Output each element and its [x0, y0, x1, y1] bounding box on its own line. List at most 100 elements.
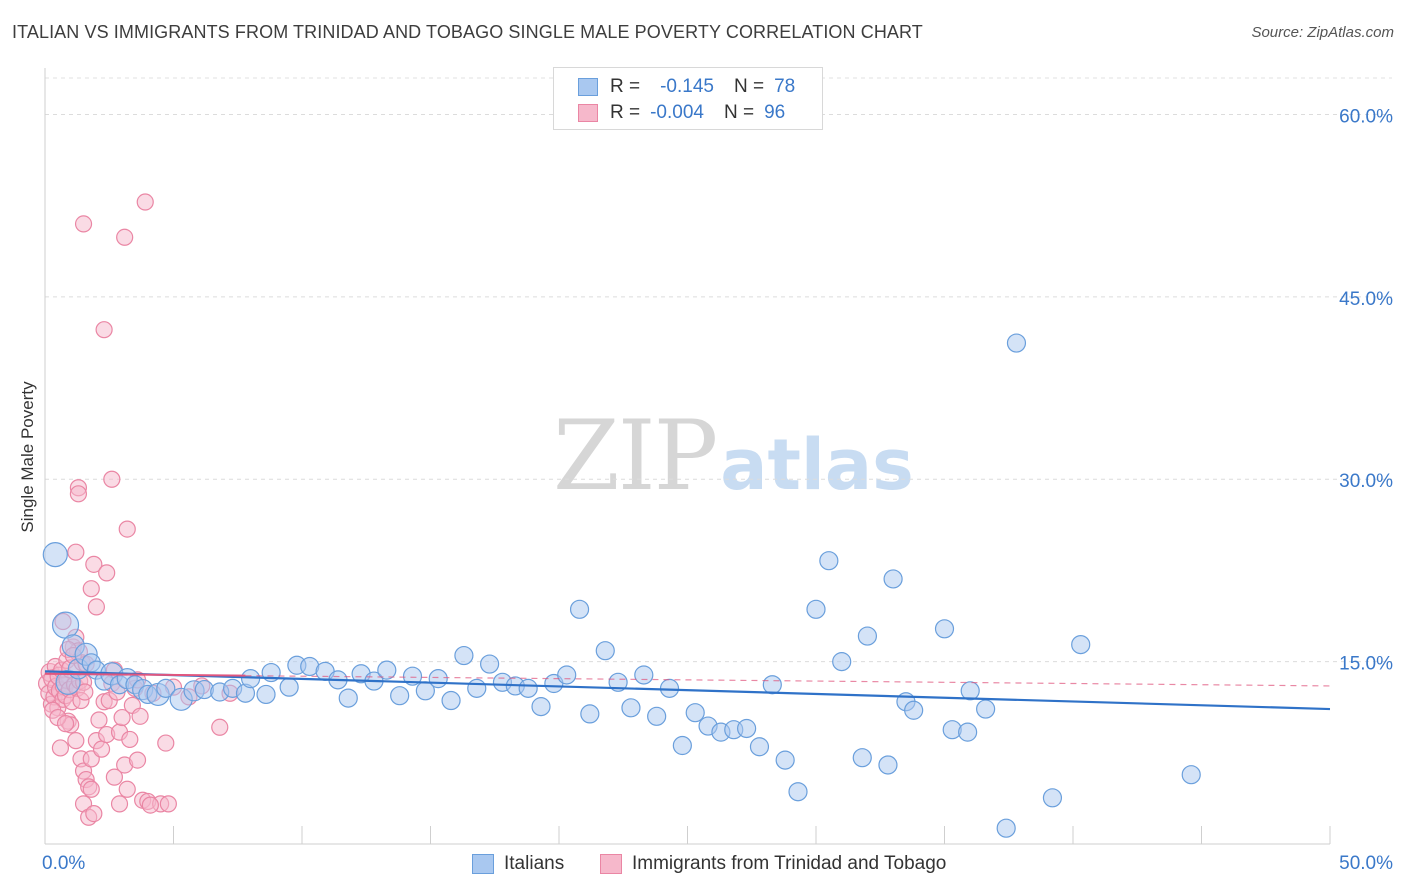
italians-point	[883, 569, 903, 589]
trinidad-point	[103, 470, 121, 488]
trinidad-point	[110, 795, 129, 813]
italians-point	[737, 718, 757, 739]
trinidad-point	[141, 796, 159, 814]
italians-point	[256, 684, 276, 705]
italians-point	[1042, 788, 1063, 808]
italians-trend-line	[44, 670, 1331, 711]
legend-n-label: N =	[723, 102, 755, 123]
legend-row-trinidad: R = -0.004 N = 96	[578, 101, 785, 125]
axes	[44, 68, 1331, 845]
italians-point	[832, 652, 852, 672]
italians-point	[279, 677, 299, 697]
x-tick-label: 0.0%	[42, 853, 85, 874]
y-tick-label: 15.0%	[1339, 654, 1393, 675]
italians-point	[749, 737, 770, 757]
trinidad-point	[211, 718, 229, 736]
italians-point	[531, 697, 551, 717]
trinidad-point	[56, 715, 75, 733]
italians-point	[480, 654, 500, 674]
italians-point	[852, 748, 872, 768]
trinidad-point	[98, 564, 116, 582]
italians-point	[1181, 765, 1201, 785]
trend-lines	[44, 670, 1331, 711]
italians-point	[402, 666, 423, 686]
italians-point	[976, 699, 996, 719]
italians-point	[647, 706, 667, 726]
italians-point	[608, 672, 628, 692]
trinidad-point	[121, 730, 139, 749]
italians-point	[1006, 333, 1027, 353]
italians-point	[934, 619, 955, 639]
bottom-legend-label: Italians	[504, 853, 565, 874]
legend-r-value: -0.004	[650, 102, 704, 123]
italians-point	[878, 755, 898, 775]
trinidad-point	[95, 321, 113, 339]
italians-point	[857, 626, 878, 646]
italians-point	[51, 611, 80, 639]
chart-title: ITALIAN VS IMMIGRANTS FROM TRINIDAD AND …	[12, 22, 923, 42]
italians-point	[42, 542, 68, 568]
legend-n-value: 78	[774, 76, 796, 97]
italians-point	[467, 678, 487, 698]
trinidad-point	[131, 707, 149, 725]
italians-point	[569, 599, 590, 619]
bottom-legend-trinidad[interactable]: Immigrants from Trinidad and Tobago	[600, 851, 946, 877]
italians-point	[659, 678, 680, 698]
legend-r-label: R =	[610, 102, 641, 123]
trinidad-point	[74, 215, 93, 233]
trinidad-point	[90, 711, 108, 729]
italians-point	[595, 641, 615, 661]
trinidad-point	[136, 193, 154, 211]
italians-point	[762, 675, 782, 695]
italians-point	[960, 681, 980, 701]
italians-point	[806, 599, 826, 619]
italians-point	[428, 669, 448, 689]
trinidad-point	[76, 683, 94, 701]
italians-point	[621, 698, 641, 718]
italians-point	[672, 735, 692, 756]
italians-point	[518, 678, 538, 698]
trinidad-point	[118, 520, 136, 538]
bottom-legend-swatch-pink	[600, 854, 622, 874]
tick-labels: 15.0% 30.0% 45.0% 60.0% 0.0% 50.0%	[42, 106, 1393, 874]
italians-point	[788, 782, 808, 802]
italians-point	[156, 678, 176, 698]
italians-point	[377, 660, 397, 680]
trinidad-point	[116, 228, 134, 246]
source-label[interactable]: Source: ZipAtlas.com	[1251, 24, 1394, 41]
gridlines	[45, 77, 1392, 663]
trinidad-point	[85, 555, 103, 573]
trinidad-point	[159, 795, 177, 813]
legend-n-value: 96	[764, 102, 786, 123]
bottom-legend-swatch-blue	[472, 854, 494, 874]
bottom-legend-italians[interactable]: Italians	[472, 851, 564, 877]
italians-point	[441, 690, 461, 711]
legend-row-italians: R = -0.145 N = 78	[578, 75, 795, 99]
trinidad-trend-line-solid	[44, 672, 246, 677]
series-italians-points	[42, 333, 1201, 838]
italians-point	[580, 704, 600, 724]
trinidad-point	[113, 708, 131, 727]
italians-point	[819, 551, 839, 571]
x-tick-label: 50.0%	[1339, 853, 1393, 874]
legend-n-label: N =	[733, 76, 765, 97]
series-trinidad-points	[37, 193, 239, 826]
italians-point	[454, 645, 474, 666]
y-tick-label: 45.0%	[1339, 289, 1393, 310]
italians-point	[1071, 634, 1091, 655]
italians-point	[634, 665, 654, 685]
correlation-legend: R = -0.145 N = 78 R = -0.004 N = 96	[553, 67, 823, 130]
bottom-legend-label: Immigrants from Trinidad and Tobago	[632, 853, 947, 874]
legend-swatch-blue	[578, 78, 598, 96]
trinidad-trend-line-dashed	[245, 675, 1331, 687]
italians-point	[775, 750, 795, 770]
trinidad-point	[157, 734, 175, 752]
trinidad-point	[67, 543, 85, 561]
trinidad-point	[105, 768, 123, 786]
y-tick-label: 30.0%	[1339, 471, 1393, 492]
trinidad-point	[82, 780, 100, 798]
legend-swatch-pink	[578, 104, 598, 122]
italians-point	[685, 703, 705, 723]
trinidad-point	[82, 580, 100, 598]
